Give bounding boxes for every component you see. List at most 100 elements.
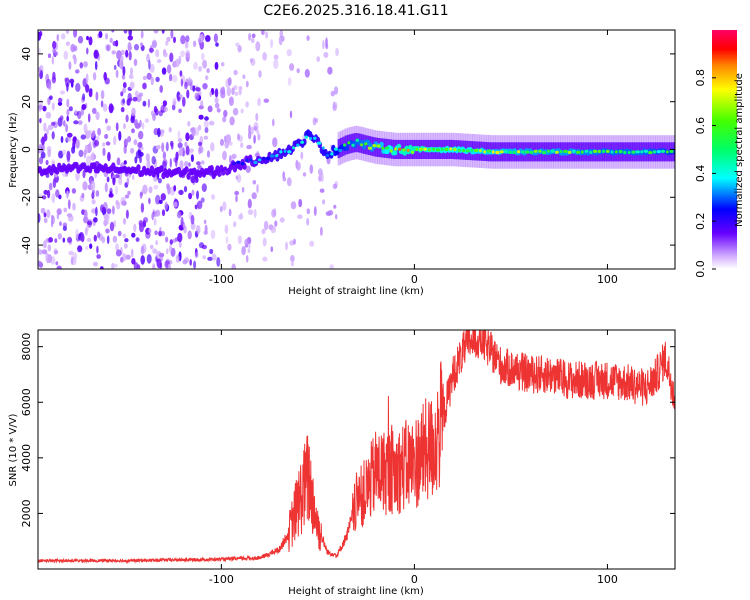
colorbar-tick-label: 0.0	[694, 260, 707, 278]
noise-speck	[62, 222, 68, 228]
noise-speck	[142, 100, 147, 107]
noise-speck	[100, 266, 104, 269]
noise-speck	[133, 262, 139, 269]
ridge-core	[338, 148, 343, 153]
noise-speck	[38, 260, 42, 265]
noise-speck	[130, 116, 135, 124]
noise-speck	[207, 256, 213, 261]
noise-speck	[45, 111, 52, 119]
noise-speck	[122, 66, 126, 76]
noise-speck	[190, 154, 194, 163]
ridge-core	[384, 146, 390, 150]
ridge-core	[219, 172, 223, 176]
noise-speck	[142, 82, 147, 90]
noise-speck	[220, 62, 225, 67]
noise-speck	[325, 37, 328, 47]
noise-speck	[103, 213, 109, 221]
noise-speck	[47, 244, 52, 252]
ridge-core	[402, 148, 406, 152]
noise-speck	[148, 197, 151, 205]
noise-speck	[279, 217, 285, 223]
noise-speck	[91, 151, 95, 162]
noise-speck	[184, 141, 188, 147]
noise-speck	[198, 66, 203, 72]
noise-speck	[51, 193, 56, 204]
noise-speck	[282, 171, 286, 179]
noise-speck	[203, 135, 208, 140]
noise-speck	[140, 245, 145, 255]
ridge-core	[660, 149, 666, 153]
ridge-core	[313, 136, 317, 140]
noise-speck	[109, 37, 113, 44]
noise-speck	[226, 86, 231, 97]
noise-speck	[207, 105, 213, 113]
noise-speck	[198, 114, 204, 120]
ridge-core	[257, 158, 262, 162]
noise-speck	[210, 229, 216, 240]
ridge-core	[533, 149, 538, 153]
noise-speck	[105, 228, 110, 234]
ridge-core	[623, 150, 627, 155]
ridge-core	[364, 142, 368, 146]
spectrogram-marks	[38, 30, 675, 269]
x-tick-label: 0	[411, 573, 418, 586]
noise-speck	[197, 37, 203, 44]
noise-speck	[66, 150, 71, 161]
noise-speck	[153, 184, 159, 190]
noise-speck	[329, 264, 335, 269]
noise-speck	[128, 74, 134, 80]
noise-speck	[97, 127, 102, 136]
noise-speck	[142, 76, 147, 80]
noise-speck	[194, 252, 199, 259]
noise-speck	[72, 45, 78, 52]
noise-speck	[108, 103, 114, 114]
noise-speck	[274, 220, 278, 227]
ridge-core	[572, 149, 576, 153]
noise-speck	[116, 201, 121, 210]
y-tick-label: 8000	[20, 333, 33, 361]
noise-speck	[137, 142, 143, 149]
noise-speck	[104, 77, 110, 85]
noise-speck	[66, 98, 70, 108]
noise-speck	[115, 249, 122, 257]
noise-speck	[214, 102, 220, 109]
noise-speck	[262, 237, 267, 247]
noise-speck	[75, 228, 79, 239]
noise-speck	[306, 35, 310, 41]
noise-speck	[220, 138, 224, 146]
noise-speck	[237, 214, 244, 220]
noise-speck	[189, 259, 192, 266]
noise-speck	[240, 142, 244, 149]
noise-speck	[98, 31, 103, 38]
ridge-core	[253, 160, 258, 165]
ridge-core	[499, 150, 504, 154]
noise-speck	[168, 73, 173, 82]
noise-speck	[172, 74, 178, 83]
noise-speck	[245, 165, 251, 173]
noise-speck	[106, 176, 110, 183]
noise-speck	[134, 156, 138, 164]
x-tick-label: 100	[597, 573, 618, 586]
noise-speck	[161, 30, 165, 34]
noise-speck	[196, 161, 201, 166]
noise-speck	[113, 263, 118, 268]
noise-speck	[132, 174, 135, 180]
noise-speck	[100, 90, 105, 100]
noise-speck	[69, 78, 75, 84]
noise-speck	[97, 231, 101, 239]
noise-speck	[127, 35, 133, 41]
noise-speck	[205, 35, 211, 42]
noise-speck	[249, 58, 253, 63]
noise-speck	[188, 192, 193, 200]
noise-speck	[122, 87, 127, 94]
y-tick-label: 2000	[20, 499, 33, 527]
noise-speck	[179, 147, 183, 157]
colorbar-tick-label: 0.4	[694, 165, 707, 183]
noise-speck	[127, 190, 131, 196]
noise-speck	[133, 58, 138, 67]
noise-speck	[229, 155, 232, 164]
noise-speck	[309, 240, 315, 247]
noise-speck	[86, 237, 92, 243]
ridge-core	[398, 147, 402, 151]
ridge-cell	[209, 165, 214, 172]
